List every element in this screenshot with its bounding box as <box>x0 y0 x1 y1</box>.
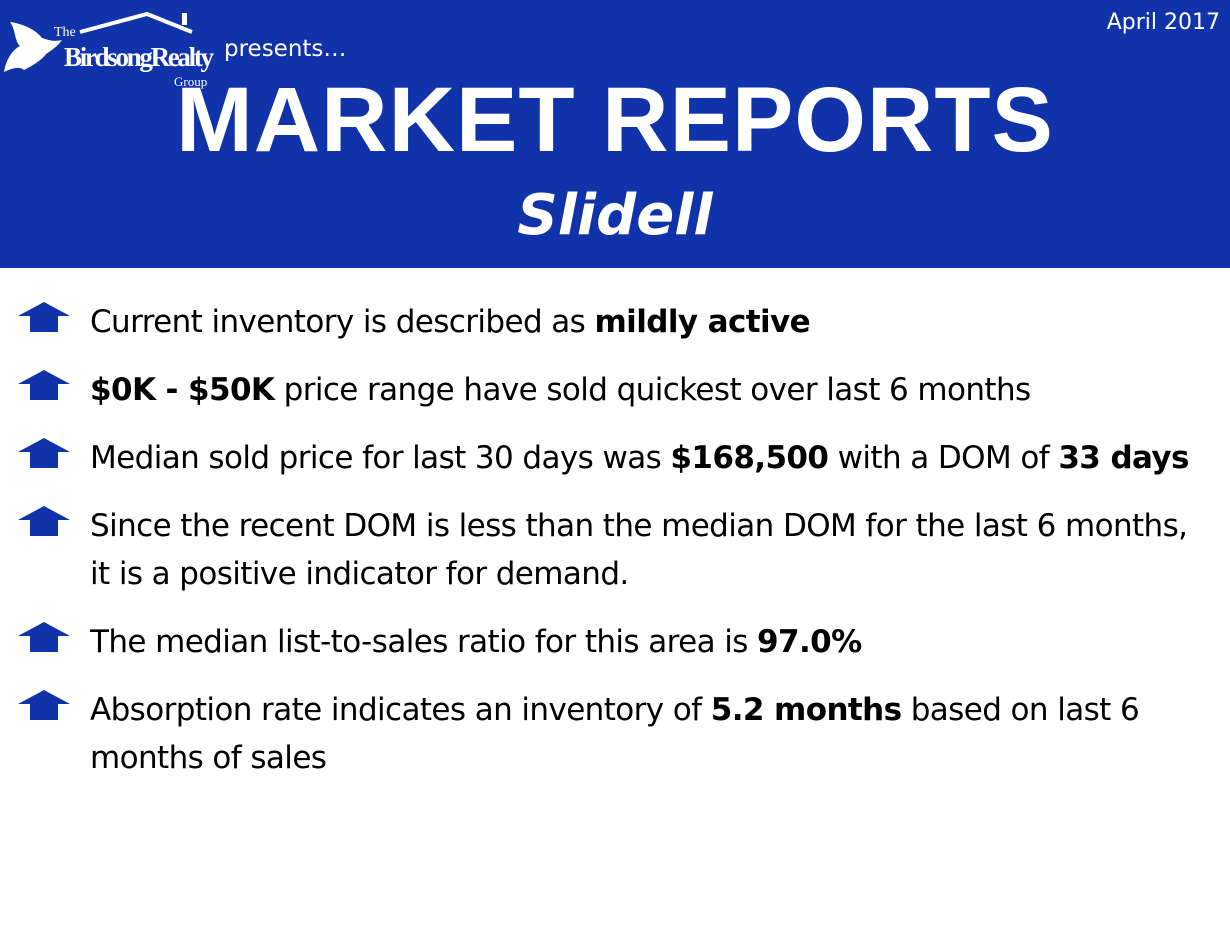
svg-text:BirdsongRealty: BirdsongRealty <box>64 42 215 72</box>
bullet-highlight: 33 days <box>1058 440 1189 476</box>
arrow-up-icon <box>18 690 70 720</box>
arrow-up-icon <box>18 438 70 468</box>
bullet-highlight: 5.2 months <box>710 692 902 728</box>
arrow-up-icon <box>18 302 70 332</box>
bullet-highlight: mildly active <box>594 304 811 340</box>
arrow-up-icon <box>18 370 70 400</box>
bullet-item: $0K - $50K price range have sold quickes… <box>0 366 1230 414</box>
bullet-highlight: $168,500 <box>670 440 829 476</box>
bullet-text: with a DOM of <box>828 440 1059 476</box>
bullet-item: Median sold price for last 30 days was $… <box>0 434 1230 482</box>
page-title: MARKET REPORTS <box>176 69 1054 171</box>
bullet-item: Current inventory is described as mildly… <box>0 298 1230 346</box>
header-banner: The BirdsongRealty Group presents… April… <box>0 0 1230 268</box>
svg-text:Group: Group <box>174 74 207 89</box>
bullet-text: Current inventory is described as <box>90 304 595 340</box>
presents-text: presents… <box>224 36 347 62</box>
bullet-text: price range have sold quickest over last… <box>274 372 1032 408</box>
report-date: April 2017 <box>1106 10 1220 35</box>
bullet-item: The median list-to-sales ratio for this … <box>0 618 1230 666</box>
bullet-highlight: 97.0% <box>757 624 862 660</box>
bullet-text: Absorption rate indicates an inventory o… <box>90 692 711 728</box>
birdsong-realty-logo: The BirdsongRealty Group <box>4 11 215 89</box>
bullet-text: Median sold price for last 30 days was <box>90 440 671 476</box>
bullet-item: Absorption rate indicates an inventory o… <box>0 686 1230 782</box>
arrow-up-icon <box>18 506 70 536</box>
bullet-highlight: $0K - $50K <box>90 372 275 408</box>
bullet-list: Current inventory is described as mildly… <box>0 298 1230 802</box>
bullet-text: Since the recent DOM is less than the me… <box>90 508 1188 592</box>
bullet-text: The median list-to-sales ratio for this … <box>90 624 758 660</box>
arrow-up-icon <box>18 622 70 652</box>
page-subtitle: Slidell <box>517 183 713 248</box>
bullet-item: Since the recent DOM is less than the me… <box>0 502 1230 598</box>
svg-text:The: The <box>54 25 76 40</box>
bullet-text: based on last 6 months of sales <box>90 692 1140 776</box>
